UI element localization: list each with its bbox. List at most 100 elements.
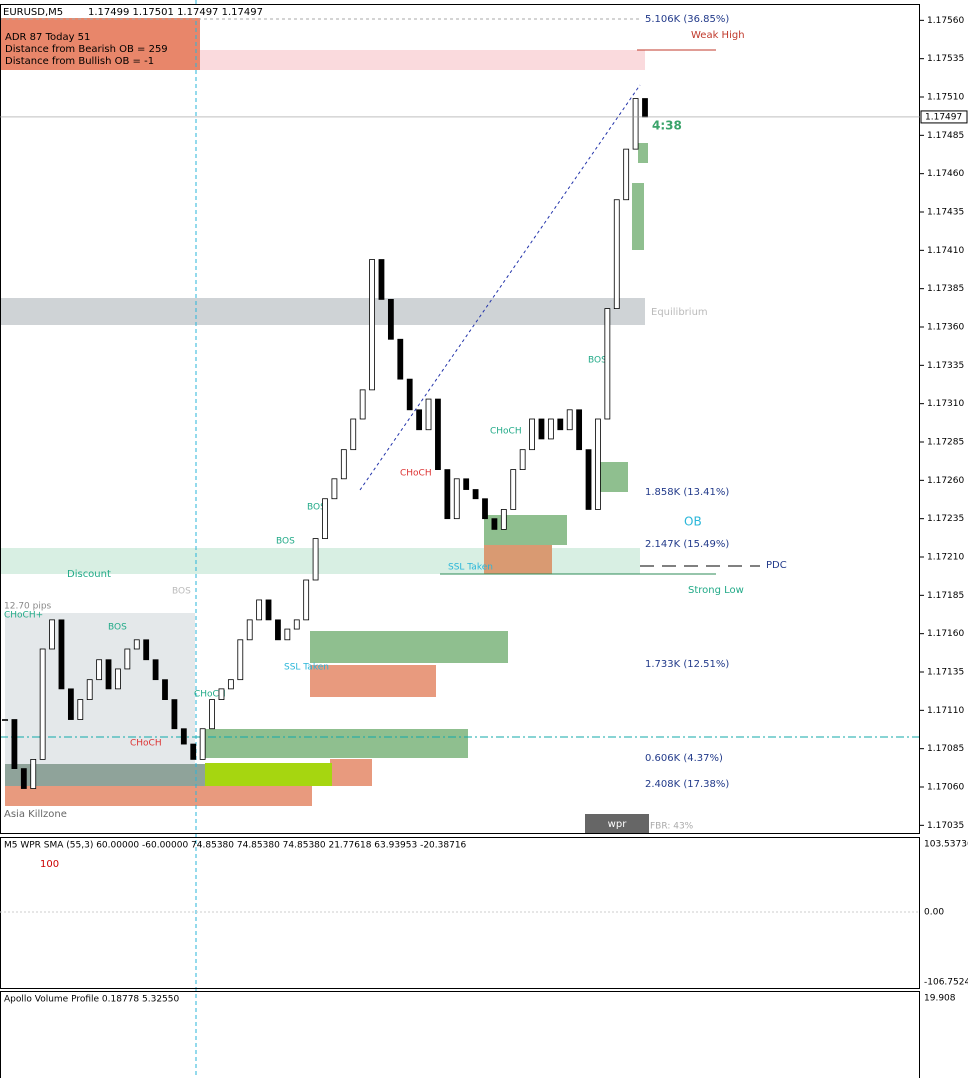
candle <box>237 639 244 681</box>
candle <box>425 398 432 431</box>
candle <box>171 699 178 730</box>
candle <box>199 728 206 760</box>
candle <box>340 449 347 480</box>
indicator-title: M5 WPR SMA (55,3) 60.00000 -60.00000 74.… <box>4 841 467 851</box>
candle <box>453 478 460 520</box>
axis-label: 0.00 <box>924 908 944 918</box>
annotation: 0.606K (4.37%) <box>645 753 723 764</box>
annotation: CHoCH <box>194 690 226 700</box>
axis-label: -106.7524 <box>924 978 968 988</box>
indicator-title: Apollo Volume Profile 0.18778 5.32550 <box>4 995 179 1005</box>
candle <box>115 668 121 690</box>
annotation: CHoCH+ <box>4 611 43 621</box>
y-tick-label: 1.17035 <box>927 821 964 831</box>
button-label[interactable]: wpr <box>608 819 628 830</box>
candle <box>322 498 328 540</box>
y-tick-label: 1.17185 <box>927 591 964 601</box>
y-tick-label: 1.17160 <box>927 629 964 639</box>
y-tick-label: 1.17485 <box>927 131 964 141</box>
annotation: SSL Taken <box>448 563 493 573</box>
candle <box>416 409 423 431</box>
candle <box>275 619 281 641</box>
y-tick-label: 1.17260 <box>927 476 964 486</box>
candle <box>256 599 263 621</box>
candle <box>642 98 648 118</box>
main-frame <box>0 4 920 834</box>
candle <box>519 449 526 470</box>
candle <box>576 409 583 451</box>
candle <box>566 409 573 431</box>
annotation: PDC <box>766 560 787 571</box>
y-tick-label: 1.17335 <box>927 361 964 371</box>
weak-high-zone <box>200 50 645 70</box>
bullish-ob <box>310 631 508 663</box>
candle <box>246 619 253 641</box>
candle <box>162 679 168 701</box>
breaker-block <box>330 759 372 786</box>
candle <box>133 639 140 650</box>
candle <box>284 628 291 641</box>
bullish-ob <box>600 462 628 492</box>
candle <box>510 469 517 510</box>
y-tick-label: 1.17135 <box>927 668 964 678</box>
asia-range <box>5 764 205 786</box>
annotation: BOS <box>307 503 326 513</box>
wpr-frame <box>0 837 920 989</box>
candle <box>39 648 46 760</box>
candle <box>303 579 310 621</box>
candle <box>406 378 413 411</box>
symbol: EURUSD,M5 <box>3 7 63 18</box>
candle <box>378 259 385 300</box>
candle <box>472 489 479 500</box>
y-tick-label: 1.17435 <box>927 208 964 218</box>
level-label: 100 <box>40 859 59 870</box>
y-tick-label: 1.17060 <box>927 783 964 793</box>
candle <box>293 619 300 630</box>
wpr-button[interactable] <box>585 814 649 834</box>
candle <box>604 308 611 420</box>
candle <box>265 599 272 621</box>
annotation: CHoCH <box>130 739 162 749</box>
candle <box>143 639 150 661</box>
equilibrium-zone <box>0 298 645 325</box>
annotation: Equilibrium <box>651 307 708 318</box>
annotation: Discount <box>67 569 111 580</box>
info-line: Distance from Bullish OB = -1 <box>5 56 154 67</box>
annotation: Strong Low <box>688 585 744 596</box>
y-tick-label: 1.17085 <box>927 744 964 754</box>
candle <box>435 398 441 471</box>
candle <box>67 688 74 720</box>
breaker-block <box>5 786 312 806</box>
y-tick-label: 1.17560 <box>927 16 964 26</box>
candle <box>500 509 507 530</box>
candle <box>2 719 8 721</box>
header-box <box>0 4 200 18</box>
info-line: Distance from Bearish OB = 259 <box>5 44 168 55</box>
candle <box>152 659 159 681</box>
info-line: ADR 87 Today 51 <box>5 32 90 43</box>
candle <box>444 469 451 520</box>
bullish-ob <box>484 515 567 545</box>
candle <box>359 389 366 420</box>
y-tick-label: 1.17360 <box>927 323 964 333</box>
fvg-zone <box>632 183 644 250</box>
candle <box>595 418 601 510</box>
y-tick-label: 1.17535 <box>927 54 964 64</box>
candle <box>227 679 234 690</box>
candle <box>557 418 564 431</box>
candle <box>190 743 197 760</box>
candle <box>77 699 84 720</box>
volume-frame <box>0 991 920 1078</box>
ohlc: 1.17499 1.17501 1.17497 1.17497 <box>88 7 263 18</box>
candle <box>105 659 112 690</box>
y-tick-label: 1.17510 <box>927 93 964 103</box>
annotation: BOS <box>108 623 127 633</box>
candle <box>387 298 394 340</box>
annotation: Weak High <box>691 30 745 41</box>
last-price-label: 1.17497 <box>925 112 962 122</box>
candle <box>547 418 554 440</box>
annotation: 1.858K (13.41%) <box>645 487 729 498</box>
breaker-block <box>310 665 436 697</box>
candle <box>124 648 131 670</box>
candle <box>397 338 404 380</box>
